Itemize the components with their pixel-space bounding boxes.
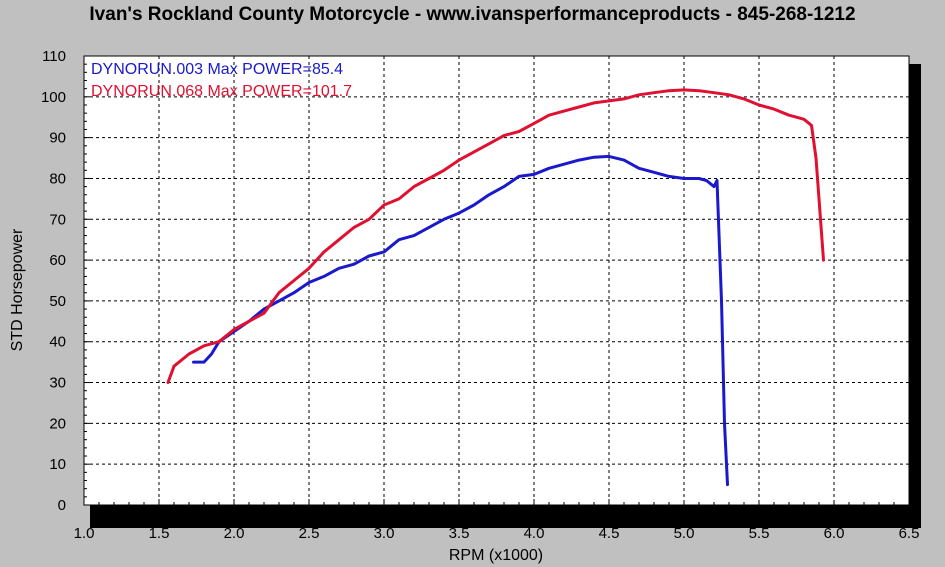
x-axis-label: RPM (x1000): [449, 547, 543, 564]
y-axis-label: STD Horsepower: [9, 228, 26, 351]
minor-ticks: [83, 55, 910, 506]
legend-entry-dynorun-068: DYNORUN.068 Max POWER=101.7: [91, 83, 352, 100]
x-tick-label: 5.0: [674, 525, 695, 542]
y-tick-label: 70: [49, 211, 66, 228]
chart-title: Ivan's Rockland County Motorcycle - www.…: [89, 4, 856, 25]
x-tick-label: 2.0: [224, 525, 245, 542]
grid-lines: [84, 56, 909, 505]
y-tick-label: 60: [49, 252, 66, 269]
y-tick-label: 30: [49, 375, 66, 392]
series-line-1: [166, 88, 825, 384]
x-tick-label: 4.0: [524, 525, 545, 542]
series-lines: [166, 88, 825, 487]
x-tick-labels: 1.0 1.5 2.0 2.5 3.0 3.5 4.0 4.5 5.0 5.5 6.0 6.5: [74, 525, 920, 542]
x-tick-label: 3.0: [374, 525, 395, 542]
x-tick-label: 6.0: [824, 525, 845, 542]
x-tick-label: 6.5: [899, 525, 920, 542]
x-tick-label: 1.0: [74, 525, 95, 542]
y-tick-label: 0: [58, 497, 66, 514]
y-tick-label: 40: [49, 334, 66, 351]
y-tick-label: 80: [49, 170, 66, 187]
y-tick-label: 90: [49, 130, 66, 147]
series-line-0: [192, 154, 729, 487]
plot-area: [83, 55, 910, 506]
x-tick-label: 4.5: [599, 525, 620, 542]
x-tick-label: 2.5: [299, 525, 320, 542]
x-tick-label: 5.5: [749, 525, 770, 542]
y-tick-label: 50: [49, 293, 66, 310]
legend-entry-dynorun-003: DYNORUN.003 Max POWER=85.4: [91, 61, 343, 78]
y-tick-labels: 0 10 20 30 40 50 60 70 80 90 100 110: [41, 48, 66, 514]
y-tick-label: 110: [42, 48, 66, 65]
x-tick-label: 3.5: [449, 525, 470, 542]
y-tick-label: 20: [49, 415, 66, 432]
y-tick-label: 100: [41, 89, 66, 106]
x-tick-label: 1.5: [149, 525, 170, 542]
y-tick-label: 10: [49, 456, 66, 473]
